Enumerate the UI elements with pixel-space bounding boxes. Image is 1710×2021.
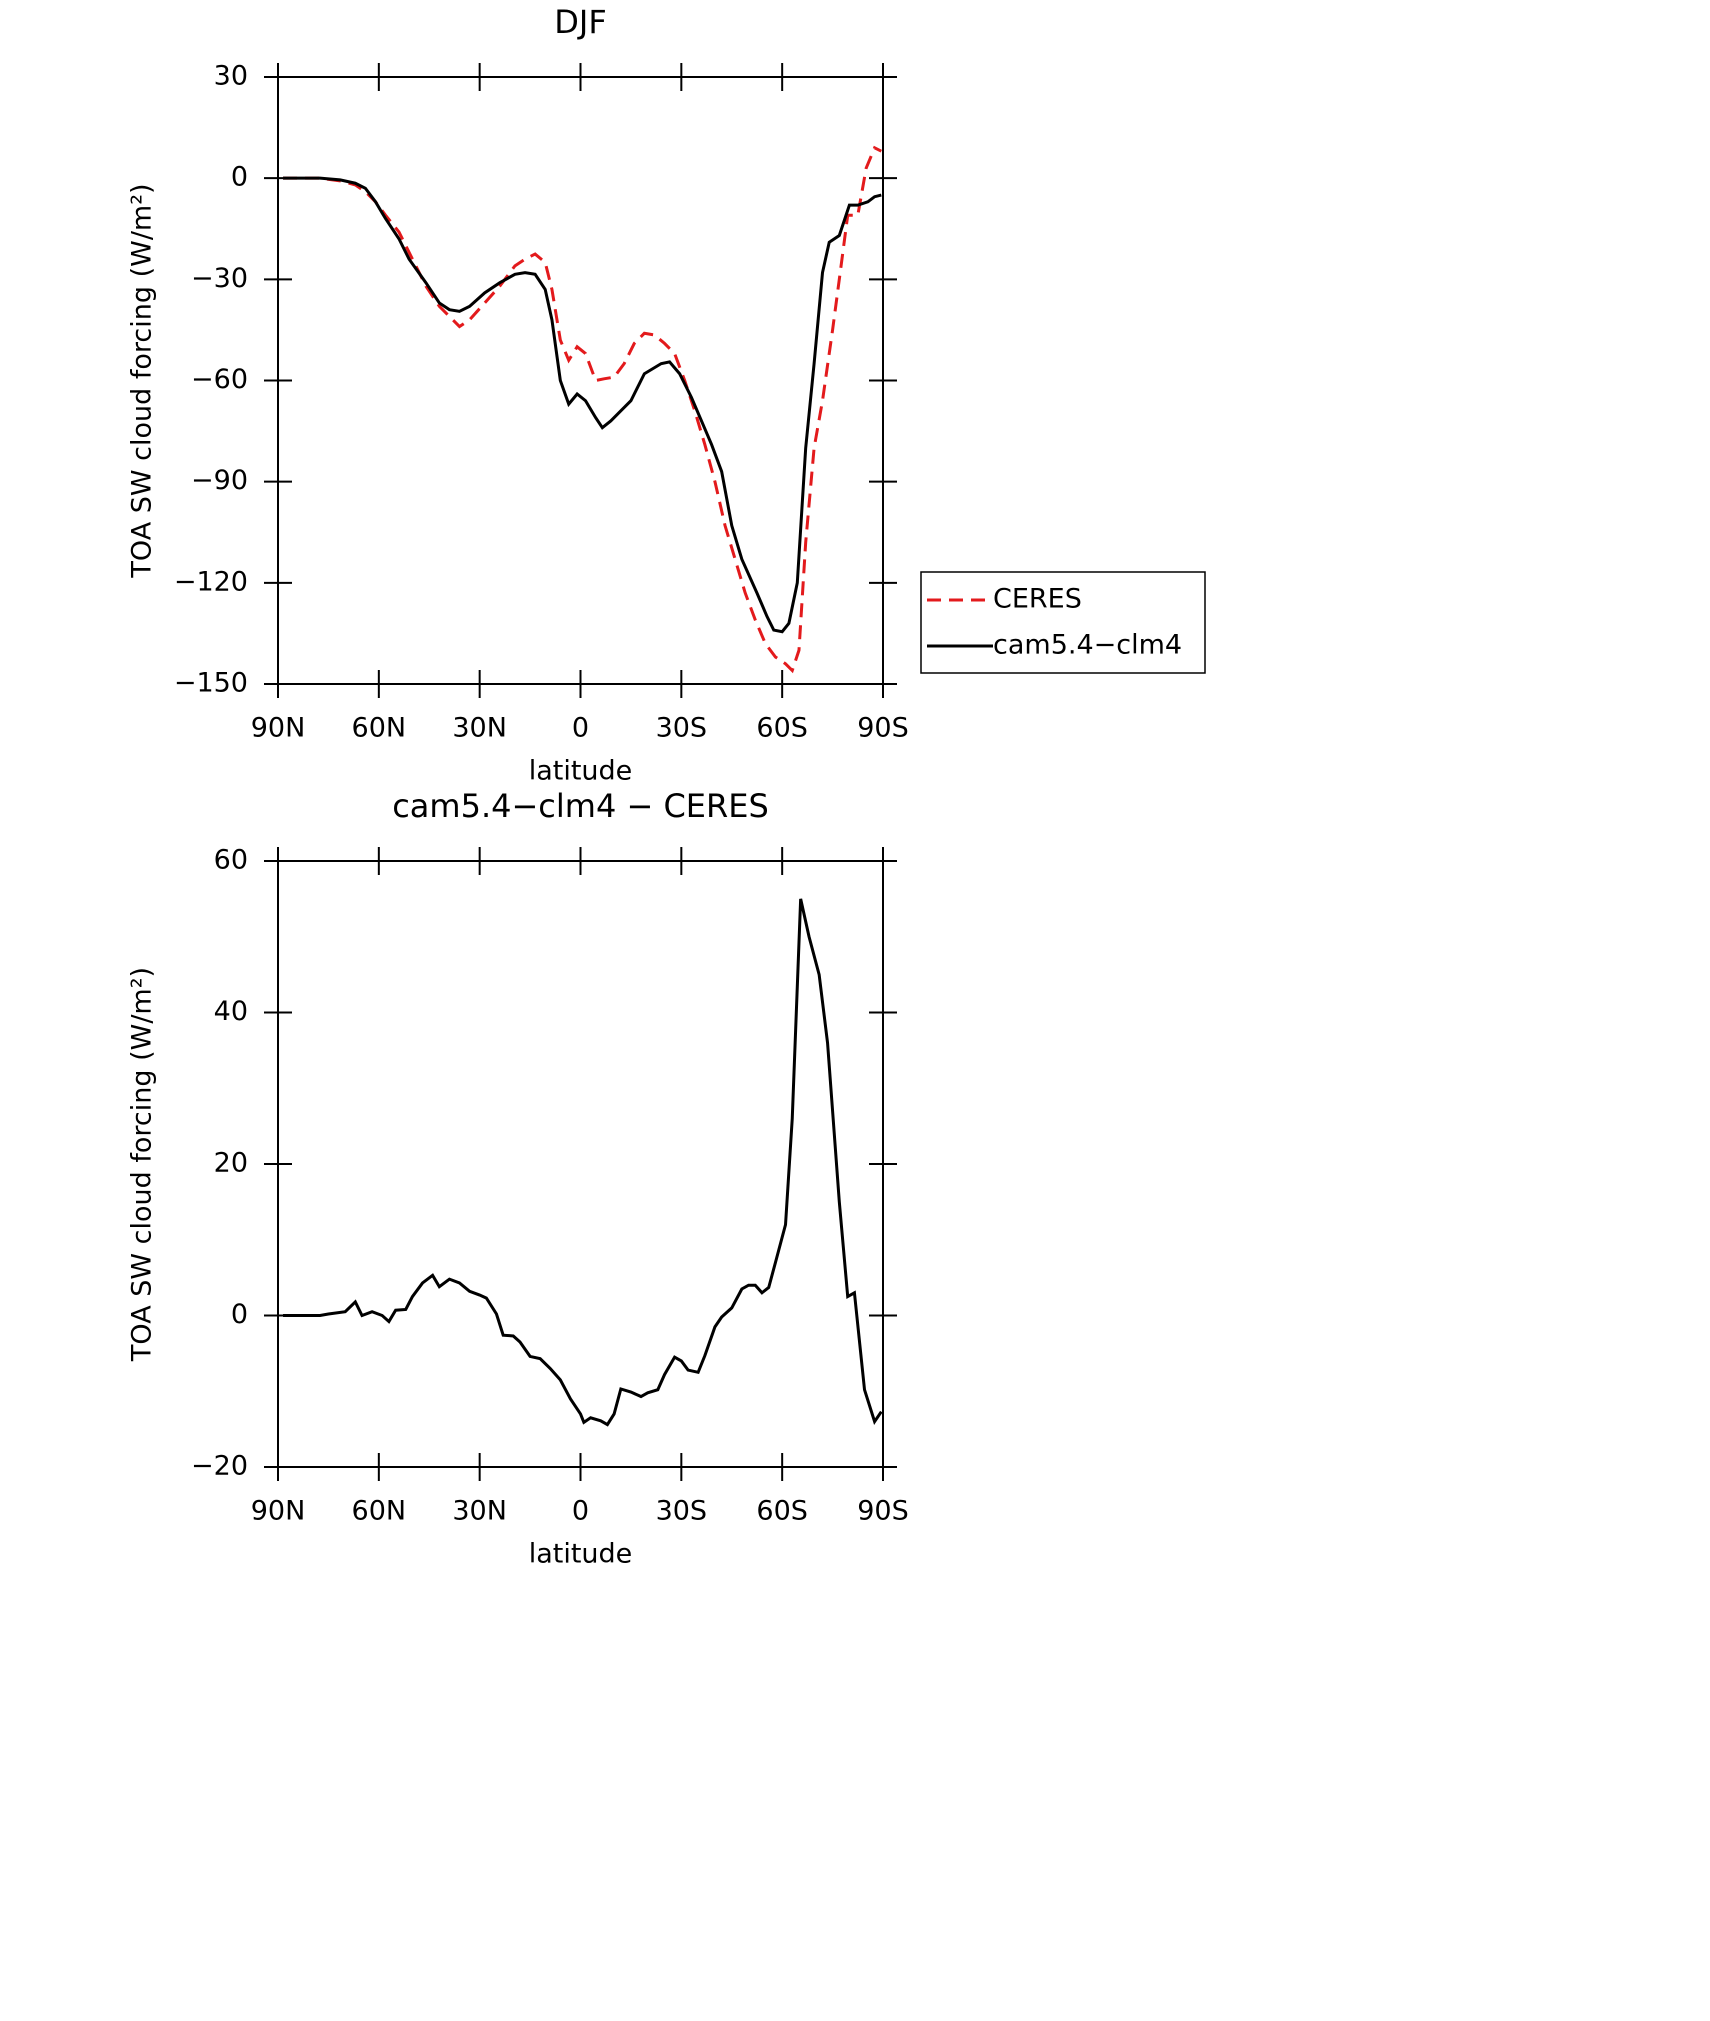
legend-label: cam5.4−clm4 bbox=[993, 630, 1182, 661]
y-tick-label: 0 bbox=[231, 1299, 248, 1330]
y-tick-label: −150 bbox=[174, 668, 248, 699]
x-tick-label: 30N bbox=[452, 713, 507, 744]
x-tick-label: 90N bbox=[251, 713, 306, 744]
y-tick-label: −20 bbox=[191, 1451, 248, 1482]
y-axis-label: TOA SW cloud forcing (W/m²) bbox=[127, 183, 158, 578]
y-tick-label: −30 bbox=[191, 263, 248, 294]
x-axis-label: latitude bbox=[529, 1539, 633, 1570]
y-tick-label: −120 bbox=[174, 566, 248, 597]
x-tick-label: 60N bbox=[352, 713, 407, 744]
y-tick-label: 30 bbox=[214, 61, 248, 92]
x-tick-label: 90S bbox=[857, 713, 909, 744]
y-tick-label: −60 bbox=[191, 364, 248, 395]
plot-frame bbox=[277, 76, 884, 685]
x-tick-label: 90S bbox=[857, 1496, 909, 1527]
x-tick-label: 30N bbox=[452, 1496, 507, 1527]
plot-frame bbox=[277, 860, 884, 1468]
x-tick-label: 60N bbox=[352, 1496, 407, 1527]
x-tick-label: 0 bbox=[572, 713, 589, 744]
y-tick-label: 40 bbox=[214, 996, 248, 1027]
y-tick-label: 60 bbox=[214, 845, 248, 876]
data-line bbox=[283, 176, 882, 634]
y-tick-label: 20 bbox=[214, 1148, 248, 1179]
x-tick-label: 30S bbox=[656, 713, 708, 744]
y-axis-label: TOA SW cloud forcing (W/m²) bbox=[127, 967, 158, 1362]
legend-label: CERES bbox=[993, 584, 1082, 615]
x-axis-label: latitude bbox=[529, 756, 633, 787]
x-tick-label: 60S bbox=[756, 1496, 808, 1527]
x-tick-label: 90N bbox=[251, 1496, 306, 1527]
data-line bbox=[283, 898, 883, 1427]
title: cam5.4−clm4 − CERES bbox=[392, 787, 769, 825]
x-tick-label: 30S bbox=[656, 1496, 708, 1527]
x-tick-label: 0 bbox=[572, 1496, 589, 1527]
y-tick-label: 0 bbox=[231, 162, 248, 193]
x-tick-label: 60S bbox=[756, 713, 808, 744]
data-line bbox=[283, 145, 882, 674]
title: DJF bbox=[554, 3, 606, 41]
legend-box bbox=[920, 571, 1206, 674]
y-tick-label: −90 bbox=[191, 465, 248, 496]
